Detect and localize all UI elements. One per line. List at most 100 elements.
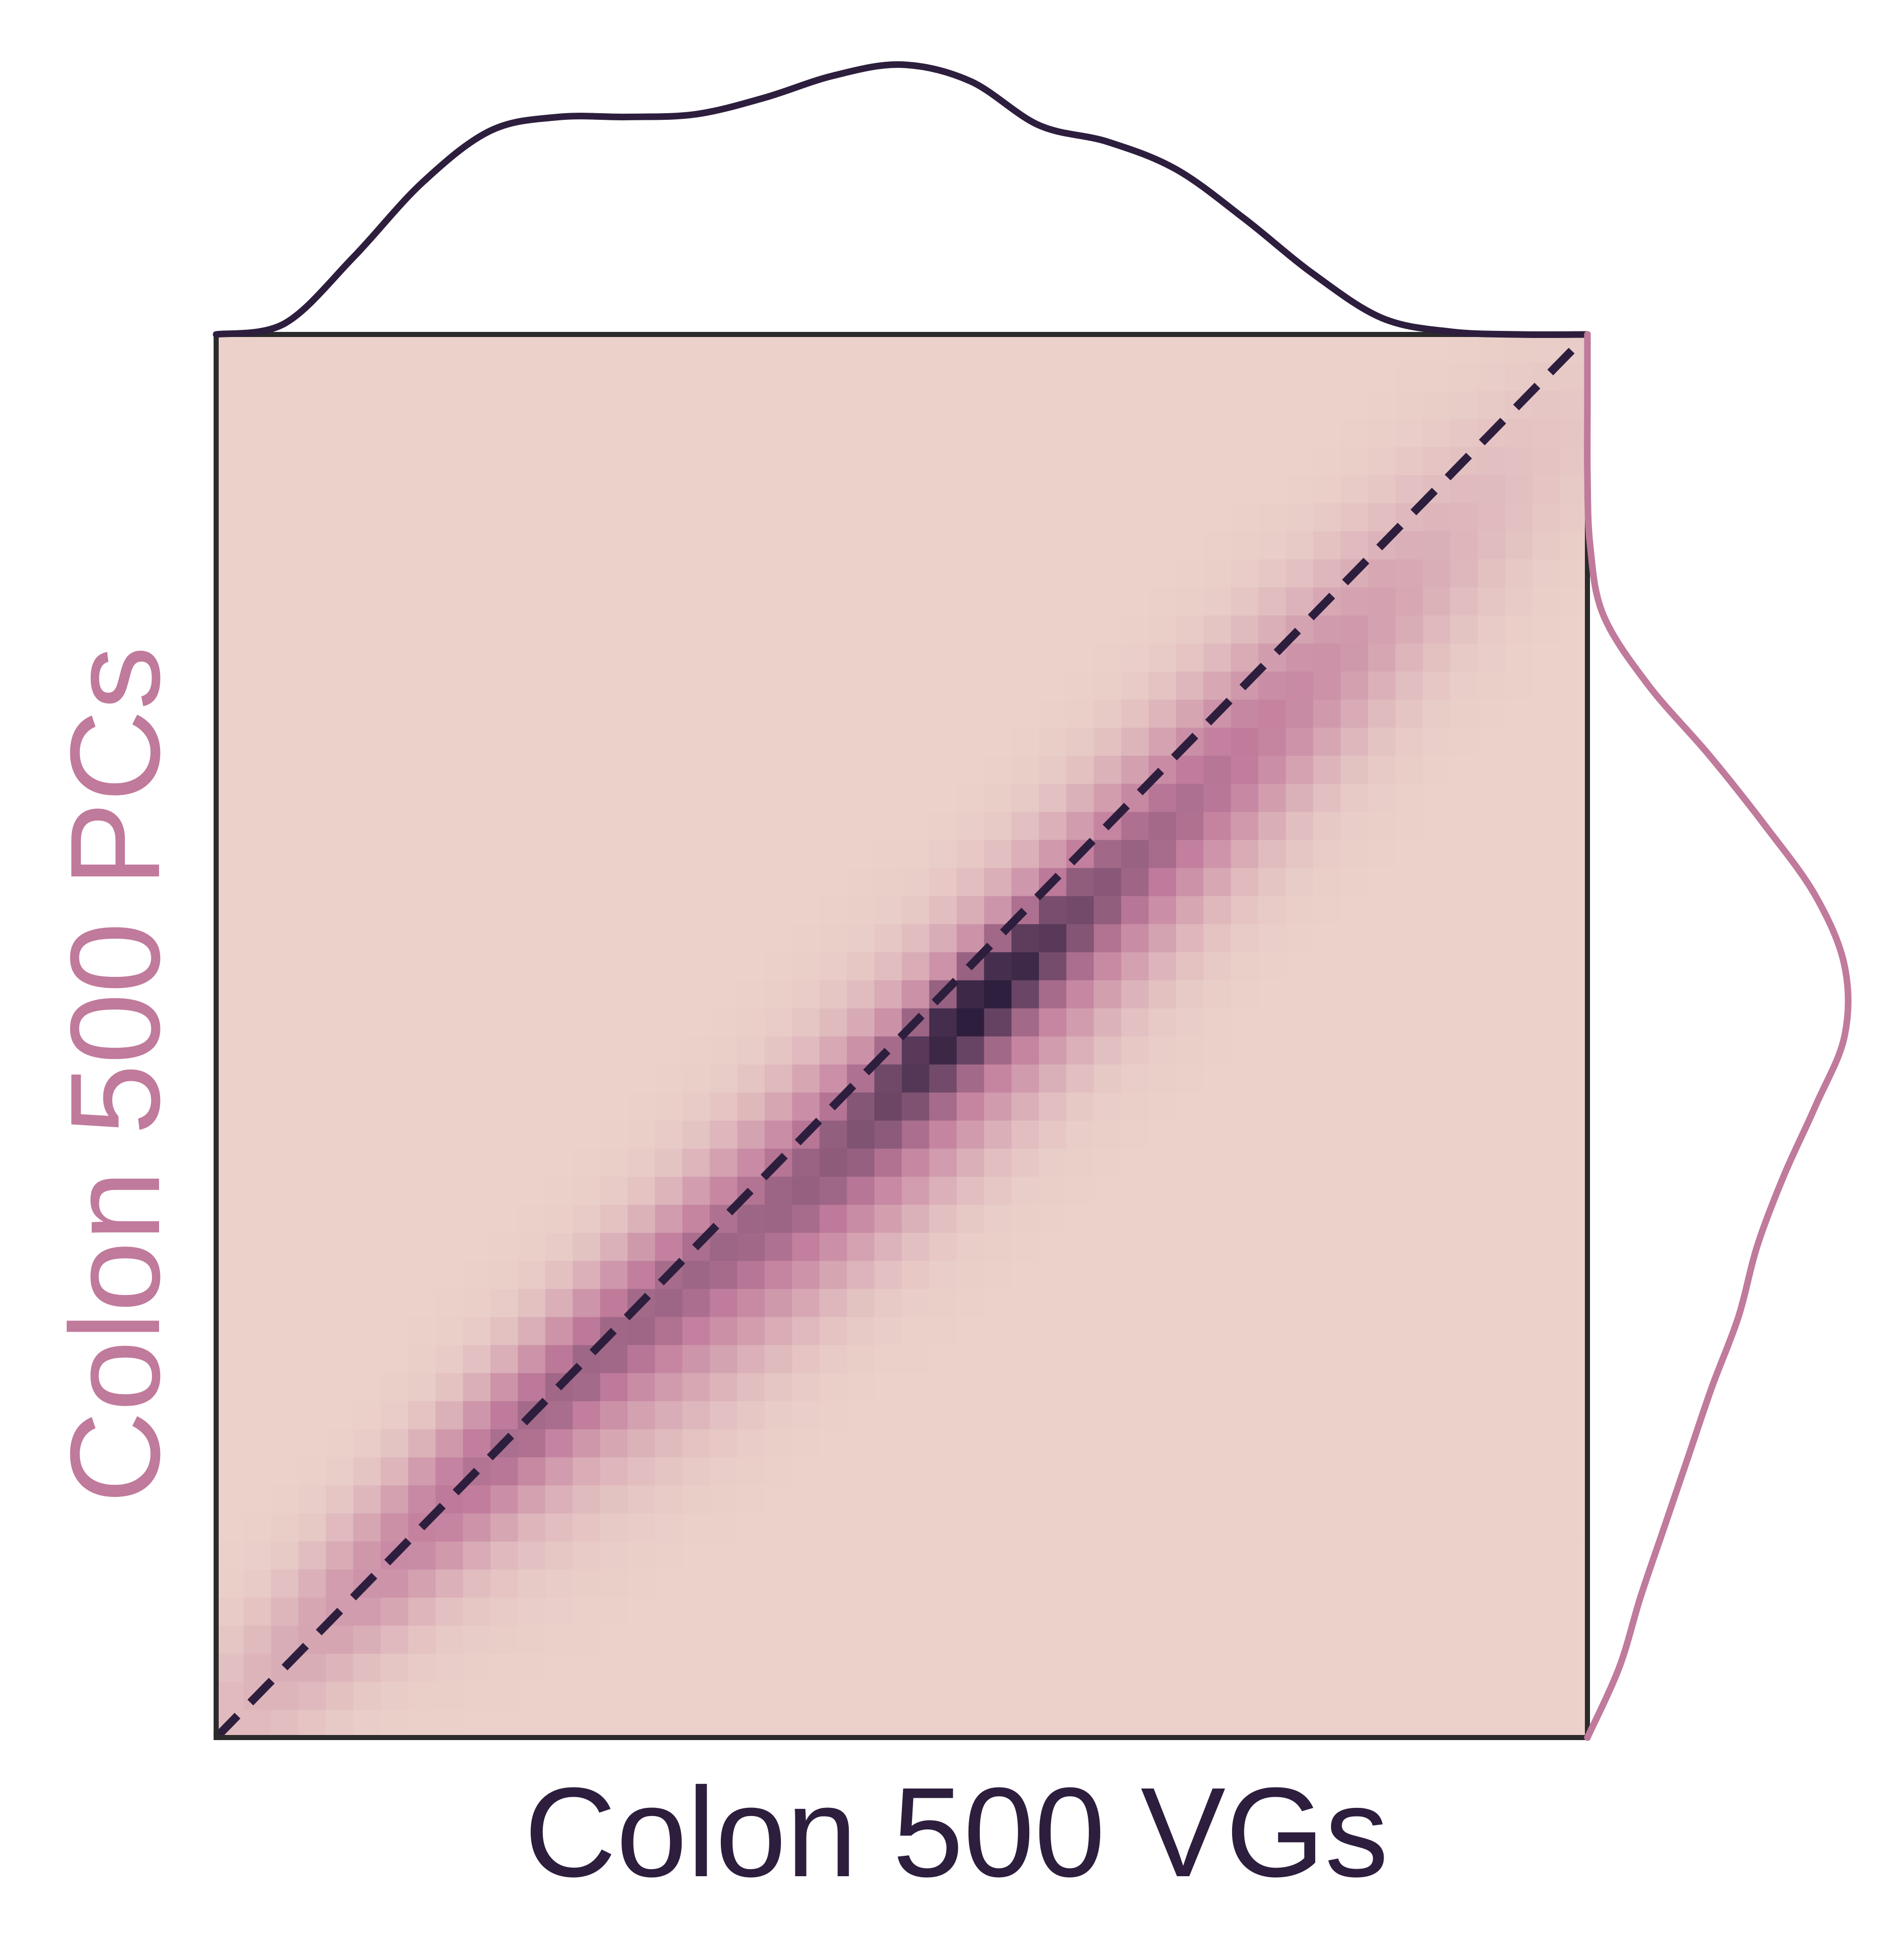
- heatmap-cell: [271, 1429, 299, 1458]
- heatmap-cell: [517, 447, 546, 475]
- heatmap-cell: [326, 1148, 354, 1177]
- heatmap-cell: [1313, 1288, 1341, 1317]
- heatmap-cell: [1121, 1064, 1149, 1093]
- heatmap-cell: [326, 1176, 354, 1205]
- heatmap-cell: [1423, 1681, 1451, 1710]
- heatmap-cell: [353, 1372, 381, 1402]
- heatmap-cell: [271, 1260, 299, 1289]
- heatmap-cell: [1039, 643, 1067, 672]
- heatmap-cell: [929, 391, 957, 419]
- heatmap-cell: [1093, 334, 1122, 363]
- heatmap-cell: [929, 559, 957, 588]
- heatmap-cell: [1203, 615, 1232, 644]
- heatmap-cell: [1560, 1709, 1588, 1738]
- heatmap-cell: [765, 727, 793, 756]
- heatmap-cell: [1066, 643, 1094, 672]
- heatmap-cell: [1340, 979, 1369, 1008]
- heatmap-cell: [1011, 699, 1039, 728]
- heatmap-cell: [984, 1288, 1012, 1317]
- heatmap-cell: [490, 1344, 518, 1374]
- heatmap-cell: [1176, 587, 1204, 616]
- heatmap-cell: [1505, 1344, 1533, 1374]
- heatmap-cell: [1368, 671, 1396, 700]
- heatmap-cell: [902, 979, 930, 1008]
- heatmap-cell: [929, 1653, 957, 1682]
- heatmap-cell: [682, 1597, 711, 1626]
- heatmap-cell: [435, 755, 463, 784]
- heatmap-cell: [243, 1036, 272, 1065]
- heatmap-cell: [956, 1148, 985, 1177]
- heatmap-cell: [1121, 839, 1149, 868]
- heatmap-cell: [1066, 951, 1094, 980]
- heatmap-cell: [545, 643, 573, 672]
- heatmap-cell: [353, 895, 381, 924]
- heatmap-cell: [1011, 671, 1039, 700]
- heatmap-cell: [1066, 1401, 1094, 1430]
- heatmap-cell: [1340, 1288, 1369, 1317]
- heatmap-cell: [1011, 839, 1039, 868]
- heatmap-cell: [710, 867, 738, 896]
- heatmap-cell: [1011, 1316, 1039, 1345]
- heatmap-cell: [243, 895, 272, 924]
- heatmap-cell: [353, 334, 381, 363]
- heatmap-cell: [1286, 1372, 1314, 1402]
- heatmap-cell: [1121, 1260, 1149, 1289]
- heatmap-cell: [1477, 1653, 1506, 1682]
- heatmap-cell: [902, 727, 930, 756]
- heatmap-cell: [490, 1176, 518, 1205]
- heatmap-cell: [1093, 1485, 1122, 1514]
- heatmap-cell: [1395, 1513, 1423, 1542]
- heatmap-cell: [1532, 587, 1560, 616]
- heatmap-cell: [874, 1709, 902, 1738]
- heatmap-cell: [819, 615, 848, 644]
- heatmap-cell: [1477, 1541, 1506, 1570]
- heatmap-cell: [490, 1148, 518, 1177]
- heatmap-cell: [902, 643, 930, 672]
- heatmap-cell: [380, 839, 409, 868]
- heatmap-cell: [298, 1541, 326, 1570]
- heatmap-cell: [1149, 1036, 1177, 1065]
- heatmap-cell: [929, 1485, 957, 1514]
- heatmap-cell: [326, 391, 354, 419]
- heatmap-cell: [1066, 447, 1094, 475]
- heatmap-cell: [1039, 334, 1067, 363]
- heatmap-cell: [380, 1513, 409, 1542]
- heatmap-cell: [1258, 503, 1286, 532]
- heatmap-cell: [408, 1260, 436, 1289]
- heatmap-cell: [628, 475, 656, 504]
- heatmap-cell: [517, 1372, 546, 1402]
- heatmap-cell: [1176, 1007, 1204, 1037]
- heatmap-cell: [1368, 1288, 1396, 1317]
- heatmap-cell: [1313, 783, 1341, 812]
- heatmap-cell: [1560, 1457, 1588, 1486]
- heatmap-cell: [737, 1288, 765, 1317]
- heatmap-cell: [380, 1372, 409, 1402]
- heatmap-cell: [298, 1120, 326, 1149]
- heatmap-cell: [271, 1120, 299, 1149]
- heatmap-cell: [655, 699, 683, 728]
- heatmap-cell: [710, 1401, 738, 1430]
- heatmap-cell: [1121, 895, 1149, 924]
- heatmap-cell: [463, 447, 491, 475]
- heatmap-cell: [1011, 867, 1039, 896]
- heatmap-cell: [380, 1232, 409, 1261]
- heatmap-cell: [1039, 1288, 1067, 1317]
- heatmap-cell: [847, 1485, 875, 1514]
- heatmap-cell: [1039, 839, 1067, 868]
- heatmap-cell: [463, 1316, 491, 1345]
- heatmap-cell: [956, 1064, 985, 1093]
- heatmap-cell: [1231, 1092, 1259, 1121]
- heatmap-cell: [737, 727, 765, 756]
- heatmap-cell: [1093, 1316, 1122, 1345]
- heatmap-cell: [1093, 362, 1122, 391]
- heatmap-cell: [792, 1653, 820, 1682]
- heatmap-cell: [517, 783, 546, 812]
- heatmap-cell: [847, 1513, 875, 1542]
- heatmap-cell: [765, 671, 793, 700]
- heatmap-cell: [710, 1092, 738, 1121]
- heatmap-cell: [298, 615, 326, 644]
- heatmap-cell: [874, 1429, 902, 1458]
- heatmap-cell: [1258, 391, 1286, 419]
- heatmap-cell: [1066, 727, 1094, 756]
- heatmap-cell: [819, 1625, 848, 1654]
